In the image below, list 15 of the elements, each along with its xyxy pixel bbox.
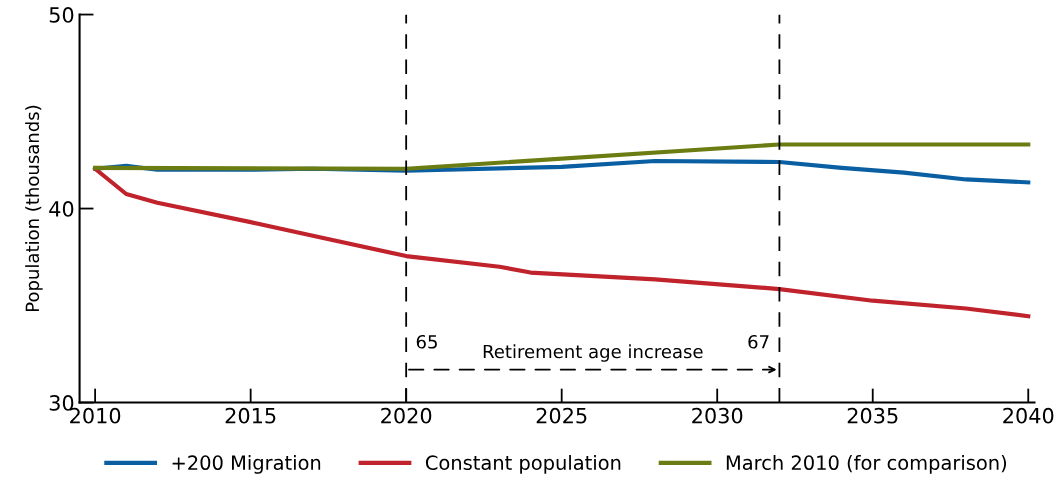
- legend-label: Constant population: [425, 454, 621, 474]
- x-tick-label: 2035: [847, 407, 898, 424]
- annotation: 67: [748, 334, 769, 349]
- y-tick-label: 50: [49, 7, 74, 23]
- x-tick-label: 2025: [536, 407, 587, 424]
- y-axis-title: Population (thousands): [25, 105, 43, 312]
- legend-label: +200 Migration: [172, 454, 321, 474]
- annotation: Retirement age increase: [483, 344, 703, 362]
- x-tick-label: 2040: [1003, 407, 1054, 424]
- x-tick-label: 2015: [225, 407, 276, 424]
- annotation: 65: [416, 334, 437, 349]
- y-tick-label: 40: [49, 201, 74, 217]
- legend-label: March 2010 (for comparison): [726, 454, 1007, 474]
- x-tick-label: 2020: [381, 407, 432, 424]
- x-tick-label: 2030: [692, 407, 743, 424]
